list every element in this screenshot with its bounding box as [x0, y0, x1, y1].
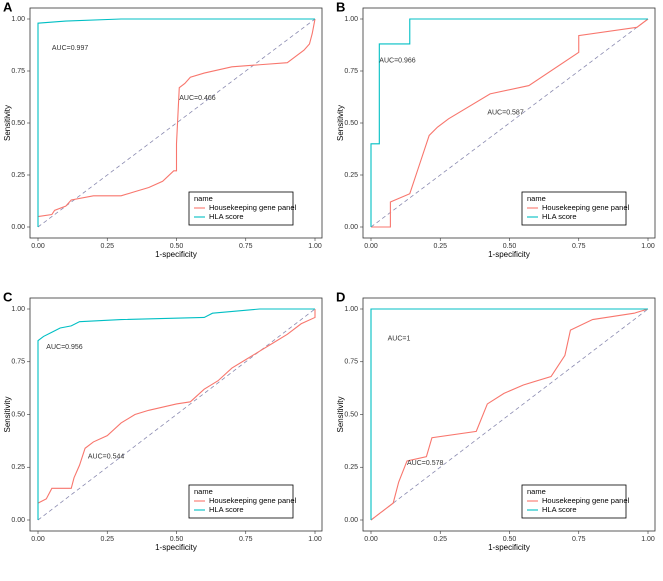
- x-tick-label: 1.00: [308, 243, 322, 250]
- legend-title: name: [527, 487, 546, 496]
- legend-label: Housekeeping gene panel: [209, 203, 296, 212]
- reference-diagonal: [37, 308, 316, 521]
- auc-annotation: AUC=1: [388, 335, 411, 342]
- x-tick-label: 1.00: [641, 243, 655, 250]
- y-tick-label: 0.25: [344, 172, 358, 179]
- legend-box: [188, 191, 294, 226]
- roc-line: [370, 18, 648, 227]
- y-tick-label: 0.25: [11, 172, 25, 179]
- auc-annotation: AUC=0.578: [407, 460, 443, 467]
- roc-line: [37, 18, 316, 218]
- y-tick-label: 1.00: [11, 16, 25, 23]
- x-tick-label: 1.00: [641, 536, 655, 543]
- legend-box: [188, 484, 294, 519]
- legend-box: [521, 191, 627, 226]
- x-tick-label: 0.00: [364, 243, 378, 250]
- y-tick-label: 0.75: [344, 359, 358, 366]
- x-axis-label: 1-specificity: [488, 543, 530, 552]
- legend-label: HLA score: [542, 212, 577, 221]
- x-tick-label: 0.25: [100, 243, 114, 250]
- y-tick-label: 0.50: [11, 120, 25, 127]
- y-tick-label: 0.50: [344, 120, 358, 127]
- legend-title: name: [194, 487, 213, 496]
- y-tick-label: 0.50: [344, 411, 358, 418]
- reference-diagonal: [370, 18, 649, 228]
- x-tick-label: 0.75: [572, 243, 586, 250]
- x-tick-label: 0.00: [364, 536, 378, 543]
- y-axis-label: Sensitivity: [336, 396, 345, 432]
- y-tick-label: 0.75: [11, 359, 25, 366]
- x-axis-label: 1-specificity: [155, 250, 197, 259]
- x-tick-label: 0.00: [31, 243, 45, 250]
- y-tick-label: 0.25: [11, 464, 25, 471]
- roc-line: [371, 18, 649, 228]
- y-tick-label: 0.00: [344, 517, 358, 524]
- x-tick-label: 1.00: [308, 536, 322, 543]
- x-tick-label: 0.75: [239, 243, 253, 250]
- x-tick-label: 0.50: [503, 536, 517, 543]
- auc-annotation: AUC=0.544: [88, 454, 124, 461]
- auc-annotation: AUC=0.966: [379, 57, 415, 64]
- y-axis-label: Sensitivity: [3, 105, 12, 141]
- legend-label: HLA score: [542, 505, 577, 514]
- reference-diagonal: [37, 18, 316, 228]
- x-tick-label: 0.25: [433, 243, 447, 250]
- y-tick-label: 0.00: [344, 224, 358, 231]
- legend-title: name: [527, 194, 546, 203]
- y-tick-label: 0.00: [11, 224, 25, 231]
- roc-line: [37, 18, 315, 227]
- y-tick-label: 0.75: [11, 68, 25, 75]
- x-tick-label: 0.50: [170, 536, 184, 543]
- roc-line: [37, 309, 316, 504]
- x-tick-label: 0.25: [433, 536, 447, 543]
- y-axis-label: Sensitivity: [336, 105, 345, 141]
- x-tick-label: 0.50: [503, 243, 517, 250]
- auc-annotation: AUC=0.956: [46, 344, 82, 351]
- x-tick-label: 0.00: [31, 536, 45, 543]
- x-tick-label: 0.75: [239, 536, 253, 543]
- x-tick-label: 0.50: [170, 243, 184, 250]
- roc-line: [370, 308, 648, 520]
- auc-annotation: AUC=0.997: [52, 45, 88, 52]
- x-axis-label: 1-specificity: [488, 250, 530, 259]
- panel-label: A: [3, 0, 13, 14]
- legend-label: HLA score: [209, 212, 244, 221]
- x-tick-label: 0.75: [572, 536, 586, 543]
- x-axis-label: 1-specificity: [155, 543, 197, 552]
- legend-label: HLA score: [209, 505, 244, 514]
- auc-annotation: AUC=0.587: [487, 109, 523, 116]
- y-tick-label: 0.00: [11, 517, 25, 524]
- y-tick-label: 0.25: [344, 464, 358, 471]
- auc-annotation: AUC=0.466: [179, 95, 215, 102]
- legend-label: Housekeeping gene panel: [542, 496, 629, 505]
- legend-title: name: [194, 194, 213, 203]
- y-tick-label: 1.00: [344, 306, 358, 313]
- panel-label: C: [3, 289, 13, 304]
- y-axis-label: Sensitivity: [3, 396, 12, 432]
- roc-line: [37, 308, 315, 520]
- legend-label: Housekeeping gene panel: [209, 496, 296, 505]
- reference-diagonal: [370, 308, 649, 521]
- y-tick-label: 0.75: [344, 68, 358, 75]
- x-tick-label: 0.25: [100, 536, 114, 543]
- legend-label: Housekeeping gene panel: [542, 203, 629, 212]
- roc-line: [370, 308, 649, 521]
- y-tick-label: 1.00: [11, 306, 25, 313]
- legend-box: [521, 484, 627, 519]
- panel-label: B: [336, 0, 345, 14]
- y-tick-label: 0.50: [11, 411, 25, 418]
- panel-label: D: [336, 289, 345, 304]
- y-tick-label: 1.00: [344, 16, 358, 23]
